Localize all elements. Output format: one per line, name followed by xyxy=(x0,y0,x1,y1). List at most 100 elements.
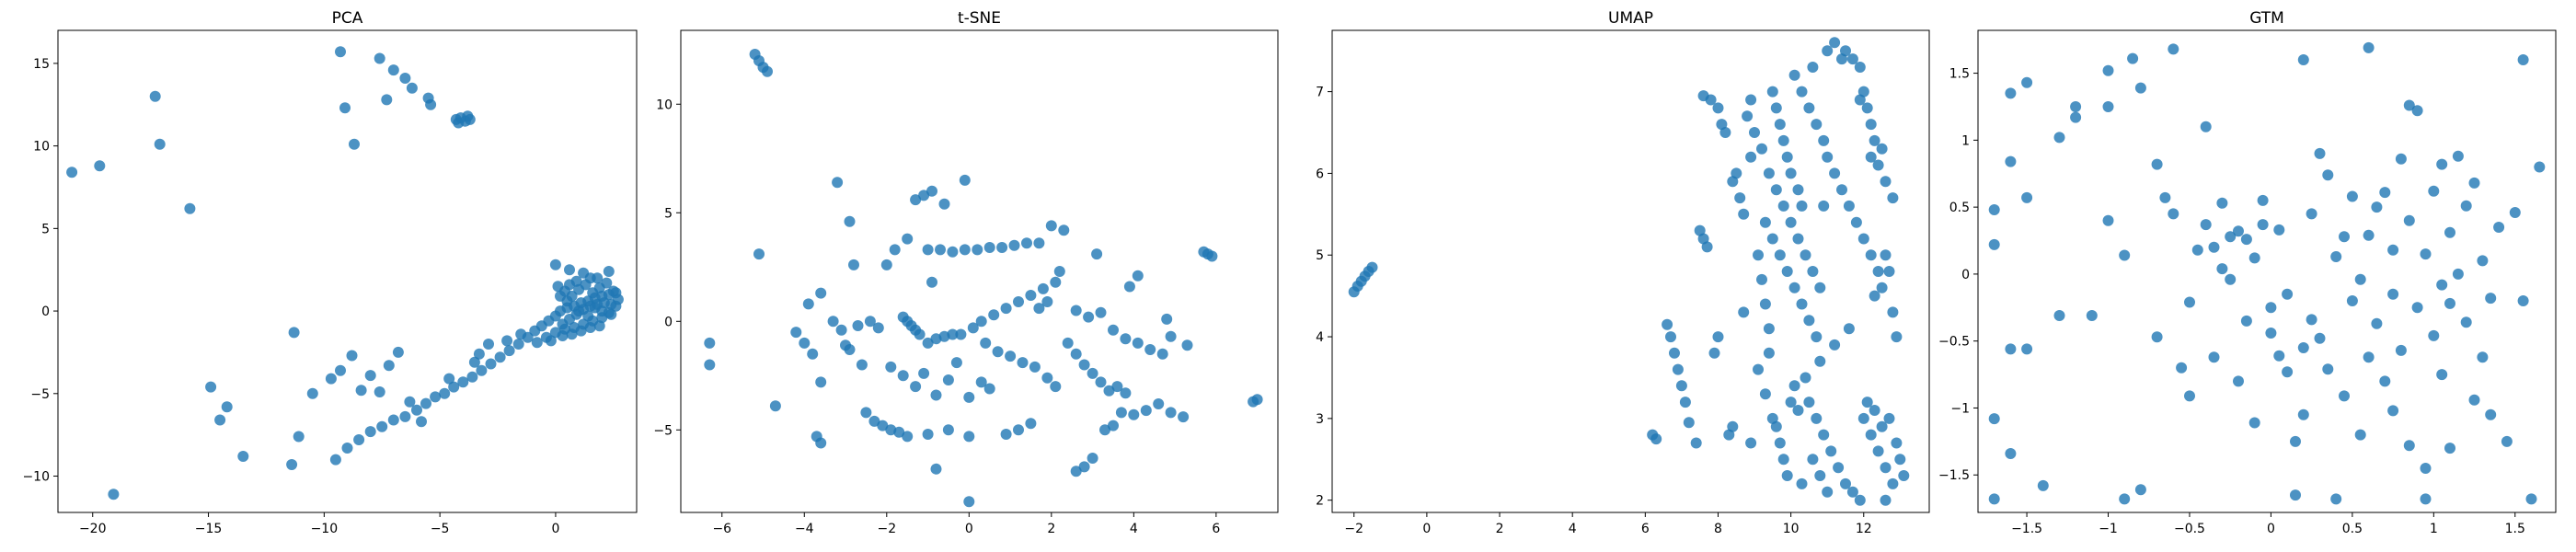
data-point xyxy=(1763,167,1775,179)
data-point xyxy=(2005,87,2017,99)
data-point xyxy=(1880,494,1892,506)
data-point xyxy=(2005,343,2017,355)
data-point xyxy=(1000,303,1012,315)
data-point xyxy=(392,346,404,358)
data-point xyxy=(2420,248,2432,260)
data-point xyxy=(807,348,819,360)
data-point xyxy=(1898,470,1910,481)
data-point xyxy=(1840,45,1851,57)
data-point xyxy=(353,434,365,445)
data-point xyxy=(910,194,922,206)
data-point xyxy=(1111,381,1123,393)
data-point xyxy=(2119,493,2131,505)
x-tick-label: 4 xyxy=(1130,522,1138,536)
data-point xyxy=(1887,477,1899,489)
x-tick-label: 10 xyxy=(1783,522,1800,536)
data-point xyxy=(2314,147,2326,159)
data-point xyxy=(1774,119,1786,131)
data-point xyxy=(2485,408,2497,420)
data-point xyxy=(1025,418,1037,430)
data-point xyxy=(2070,111,2082,123)
data-point xyxy=(947,246,959,258)
data-point xyxy=(2460,200,2472,212)
data-point xyxy=(1840,477,1851,489)
data-point xyxy=(1822,151,1834,163)
data-point xyxy=(704,359,716,371)
data-point xyxy=(457,376,469,388)
data-point xyxy=(1854,62,1866,73)
data-point xyxy=(1120,333,1132,345)
data-point xyxy=(1843,323,1855,335)
data-point xyxy=(2282,366,2294,378)
x-tick-label: 2 xyxy=(1496,522,1504,536)
data-point xyxy=(885,361,897,373)
data-point xyxy=(2297,54,2309,65)
data-point xyxy=(889,244,901,256)
data-point xyxy=(2403,99,2415,111)
data-point xyxy=(2265,302,2277,314)
data-point xyxy=(1774,437,1786,449)
data-point xyxy=(1108,420,1119,431)
data-point xyxy=(286,459,298,470)
data-point xyxy=(466,371,478,383)
data-point xyxy=(893,426,905,438)
data-point xyxy=(2346,190,2358,202)
data-point xyxy=(1788,282,1800,293)
data-point xyxy=(1829,37,1841,49)
data-point xyxy=(349,138,360,150)
data-point xyxy=(406,82,418,94)
y-tick-label: 10 xyxy=(656,98,673,112)
data-point xyxy=(462,110,474,122)
data-point xyxy=(603,306,615,318)
data-point xyxy=(955,328,967,340)
data-point xyxy=(515,328,527,340)
data-point xyxy=(2379,187,2391,199)
data-point xyxy=(2477,255,2489,267)
data-point xyxy=(2248,417,2260,429)
data-point xyxy=(2452,150,2464,162)
data-point xyxy=(2387,288,2399,300)
data-point xyxy=(1770,102,1782,114)
data-point xyxy=(852,320,864,331)
data-point xyxy=(2086,310,2098,321)
data-point xyxy=(1814,282,1826,293)
data-point xyxy=(2468,394,2480,406)
data-point xyxy=(844,215,856,227)
data-point xyxy=(2420,463,2432,474)
data-point xyxy=(1665,331,1676,343)
axes-frame xyxy=(57,29,638,513)
data-point xyxy=(364,426,376,438)
data-point xyxy=(2428,185,2440,197)
data-point xyxy=(1727,420,1739,432)
data-point xyxy=(959,174,971,186)
data-point xyxy=(1796,298,1808,310)
data-point xyxy=(1796,200,1808,212)
data-point xyxy=(1679,397,1691,408)
data-point xyxy=(1988,204,2000,215)
data-point xyxy=(1756,273,1767,285)
data-point xyxy=(1829,167,1841,179)
data-point xyxy=(2005,448,2017,459)
y-tick-label: 0 xyxy=(1961,268,1970,282)
data-point xyxy=(2225,273,2237,285)
y-tick-label: 2 xyxy=(1316,494,1324,509)
data-point xyxy=(2322,363,2334,375)
y-tick-label: 5 xyxy=(1316,248,1324,263)
data-point xyxy=(2346,295,2358,306)
data-point xyxy=(1099,424,1110,436)
data-point xyxy=(288,327,300,339)
data-point xyxy=(1872,159,1884,171)
data-point xyxy=(485,358,497,370)
data-point xyxy=(453,117,465,129)
data-point xyxy=(2444,443,2455,454)
data-point xyxy=(1690,437,1702,449)
y-tick-label: 7 xyxy=(1316,86,1324,100)
data-point xyxy=(1738,306,1750,318)
x-tick-label: 0 xyxy=(2267,522,2275,536)
data-point xyxy=(2151,158,2163,170)
data-point xyxy=(1165,330,1177,342)
data-point xyxy=(1836,184,1847,196)
data-point xyxy=(2420,493,2432,505)
data-point xyxy=(2216,197,2228,209)
data-point xyxy=(2330,251,2342,262)
